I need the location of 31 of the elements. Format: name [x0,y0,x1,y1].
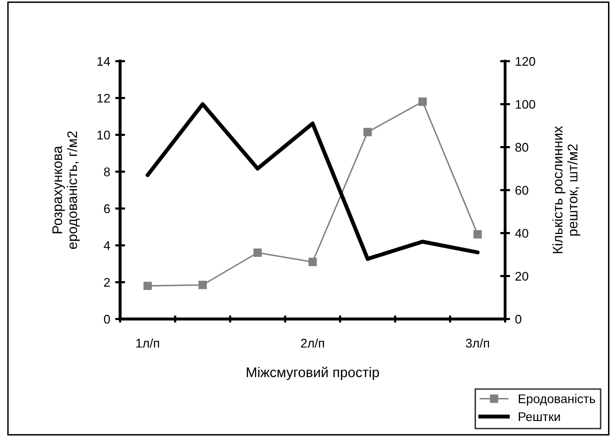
point [473,230,482,238]
legend-label: Еродованість [518,394,596,406]
x-tick-label: 3л/п [466,338,489,348]
point [253,248,262,257]
y-tick-label: 10 [97,130,110,140]
y-axis-title: Розрахункова еродованість, г/м2 [52,131,80,249]
point [418,98,427,106]
y2-tick-label: 20 [515,272,528,281]
y-tick-label: 4 [104,241,110,250]
y2-axis-title: Кількість рослинних решток, шт/м2 [552,126,580,254]
point [363,128,372,136]
y2-tick-label: 100 [516,100,536,109]
y2-tick-label: 40 [515,228,528,238]
y2-tick-label: 60 [515,186,528,195]
y2-tick-label: 0 [515,314,522,324]
y-tick-label: 14 [97,57,110,66]
x-tick-label: 2л/п [301,338,324,348]
y-tick-label: 8 [104,167,110,176]
line-series [146,102,480,261]
point [198,280,207,290]
y-tick-label: 2 [104,278,110,287]
legend-label: Рештки [518,412,560,422]
x-tick-label: 1л/п [136,338,160,348]
y2-tick-label: 80 [515,142,528,152]
y-tick-label: 12 [97,94,110,103]
y-tick-label: 0 [104,314,110,324]
x-axis-title: Міжсмуговий простір [246,366,379,380]
point [308,258,317,266]
y-tick-label: 6 [104,204,110,214]
y2-tick-label: 120 [516,56,536,66]
point [143,282,152,290]
